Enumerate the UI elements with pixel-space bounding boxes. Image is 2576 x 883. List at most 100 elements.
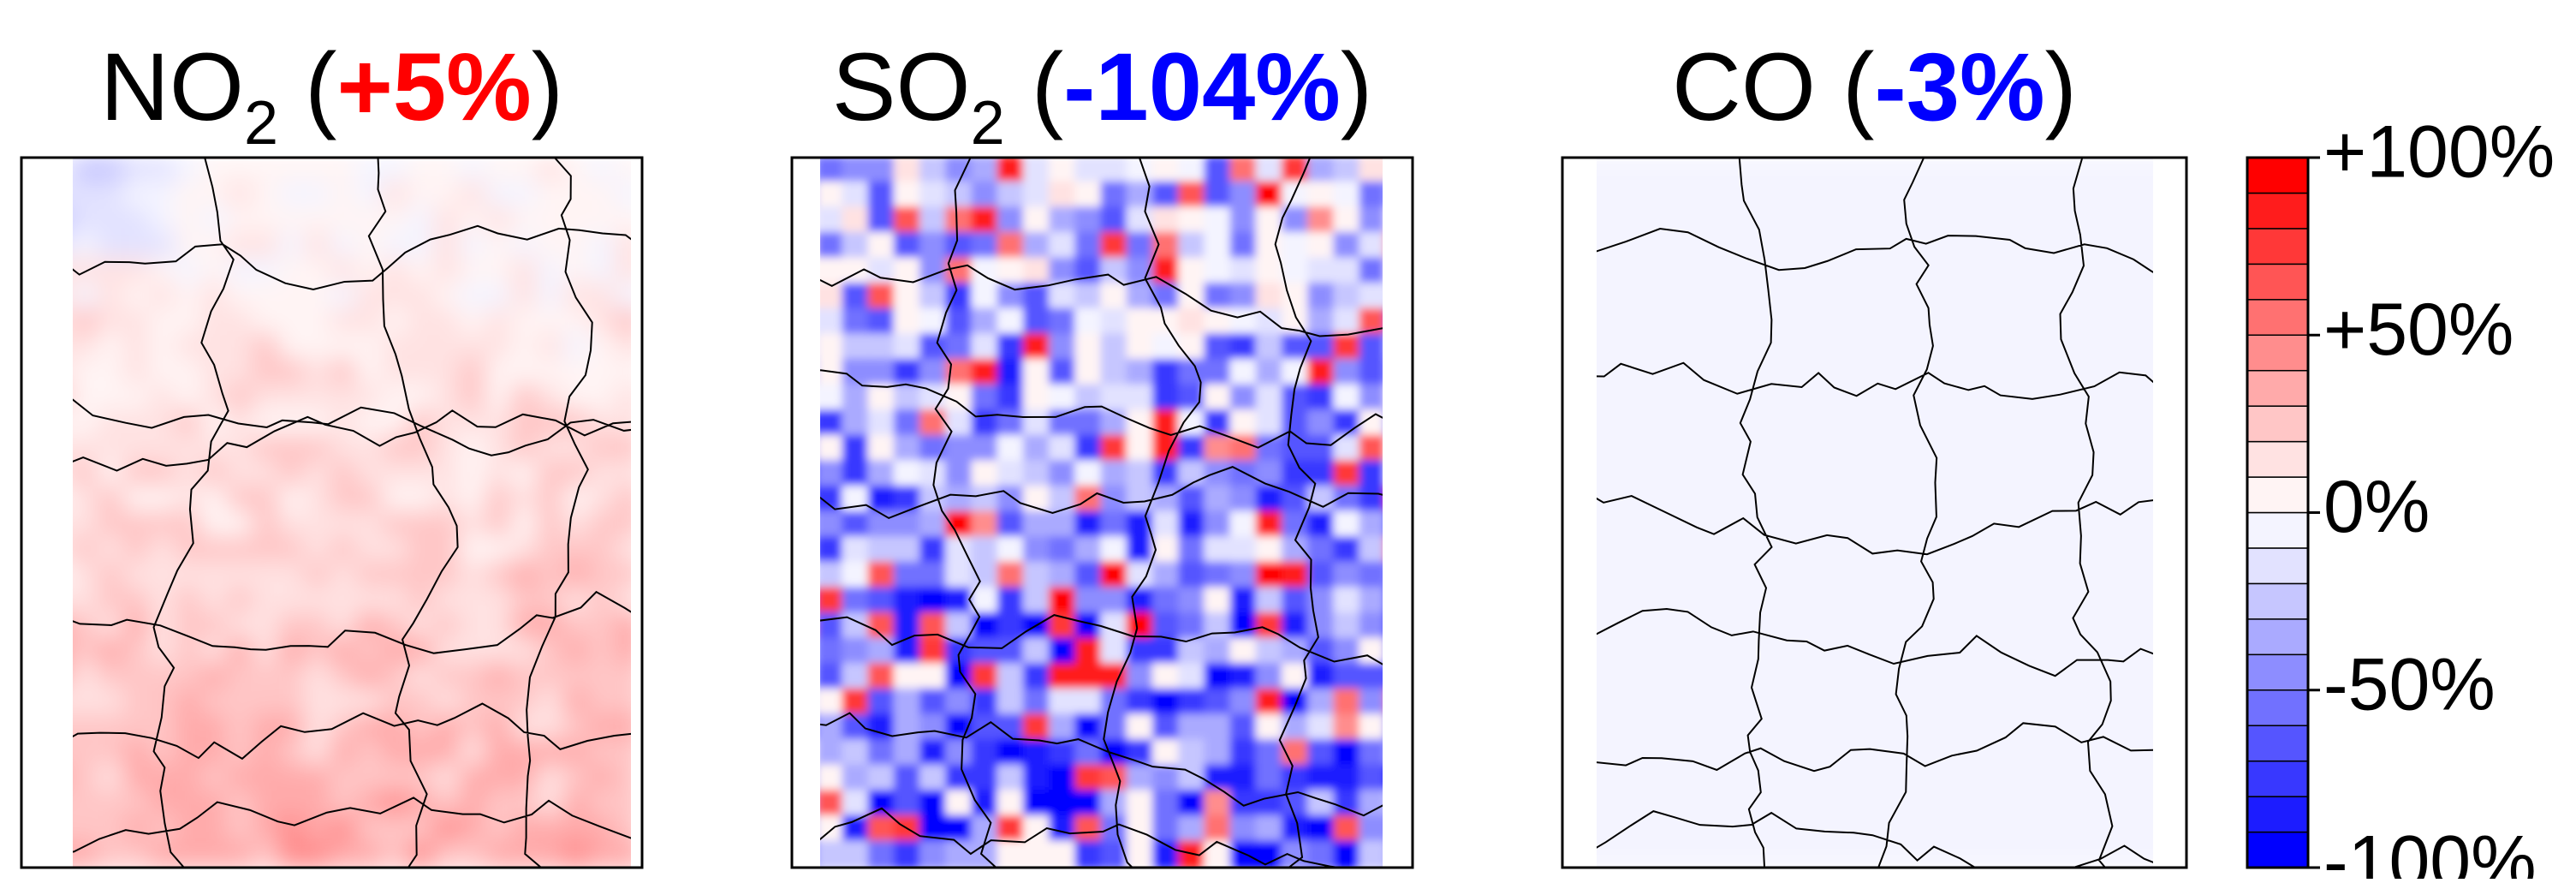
map-cell bbox=[1074, 510, 1104, 540]
map-cell bbox=[252, 283, 283, 312]
map-cell bbox=[2106, 561, 2137, 591]
map-cell bbox=[2028, 434, 2059, 464]
map-cell bbox=[919, 587, 949, 616]
map-cell bbox=[433, 206, 463, 236]
map-cell bbox=[1151, 814, 1182, 844]
map-cell bbox=[1385, 536, 1414, 565]
map-cell bbox=[1716, 738, 1746, 768]
map-cell bbox=[971, 307, 1001, 337]
map-cell bbox=[2133, 688, 2153, 718]
map-cell bbox=[1716, 587, 1746, 616]
map-cell bbox=[1561, 308, 1590, 337]
map-cell bbox=[2028, 358, 2059, 388]
map-cell bbox=[1229, 460, 1259, 489]
map-cell bbox=[1925, 257, 1954, 287]
map-cell bbox=[537, 713, 567, 743]
map-cell bbox=[971, 510, 1001, 540]
map-cell bbox=[330, 738, 360, 768]
map-cell bbox=[614, 536, 631, 565]
map-cell bbox=[1847, 738, 1877, 768]
map-cell bbox=[1925, 283, 1954, 312]
map-cell bbox=[355, 587, 385, 616]
map-cell bbox=[1664, 460, 1694, 489]
map-cell bbox=[1385, 257, 1414, 286]
map-cell bbox=[971, 485, 1001, 515]
map-cell bbox=[537, 790, 567, 819]
map-field bbox=[73, 158, 631, 868]
colorbar-segment bbox=[2246, 299, 2309, 336]
map-cell bbox=[2106, 536, 2137, 565]
map-cell bbox=[1100, 181, 1130, 211]
map-cell bbox=[1769, 485, 1799, 515]
map-cell bbox=[1925, 663, 1954, 692]
map-cell bbox=[842, 206, 872, 236]
map-cell bbox=[226, 158, 256, 185]
map-cell bbox=[1639, 307, 1669, 337]
map-cell bbox=[614, 738, 631, 768]
map-cell bbox=[1049, 587, 1079, 616]
map-cell bbox=[381, 612, 412, 641]
map-cell bbox=[175, 510, 205, 540]
map-cell bbox=[2002, 764, 2032, 794]
map-cell bbox=[1126, 434, 1156, 464]
map-cell bbox=[1925, 460, 1954, 489]
map-cell bbox=[2106, 764, 2137, 794]
map-cell bbox=[304, 333, 334, 362]
map-cell bbox=[1769, 257, 1799, 287]
map-cell bbox=[226, 307, 256, 337]
map-cell bbox=[537, 688, 567, 718]
map-cell bbox=[1074, 764, 1104, 794]
map-cell bbox=[1100, 409, 1130, 439]
map-cell bbox=[97, 358, 127, 388]
map-cell bbox=[2159, 815, 2188, 844]
map-cell bbox=[200, 814, 230, 844]
map-cell bbox=[893, 333, 924, 362]
map-cell bbox=[893, 409, 924, 439]
map-cell bbox=[1307, 434, 1337, 464]
map-cell bbox=[1385, 790, 1414, 819]
map-cell bbox=[945, 434, 975, 464]
map-cell bbox=[1074, 536, 1104, 565]
map-cell bbox=[1977, 307, 2007, 337]
map-cell bbox=[1255, 637, 1285, 667]
map-cell bbox=[971, 333, 1001, 362]
map-cell bbox=[278, 790, 308, 819]
map-cell bbox=[1229, 840, 1259, 868]
map-cell bbox=[842, 460, 872, 489]
map-cell bbox=[867, 231, 897, 261]
map-cell bbox=[1639, 409, 1669, 439]
map-cell bbox=[510, 764, 541, 794]
map-cell bbox=[2159, 333, 2188, 362]
map-cell bbox=[2055, 738, 2085, 768]
map-cell bbox=[355, 612, 385, 641]
map-cell bbox=[1769, 688, 1799, 718]
map-cell bbox=[510, 384, 541, 414]
map-cell bbox=[919, 358, 949, 388]
map-cell bbox=[278, 510, 308, 540]
map-cell bbox=[1769, 840, 1799, 868]
map-cell bbox=[1385, 486, 1414, 515]
map-cell bbox=[1204, 536, 1234, 565]
map-cell bbox=[1333, 814, 1363, 844]
map-cell bbox=[304, 231, 334, 261]
title-open: ( bbox=[1816, 33, 1874, 140]
map-cell bbox=[1597, 231, 1616, 261]
map-cell bbox=[1022, 561, 1053, 591]
map-cell bbox=[252, 307, 283, 337]
map-cell bbox=[1847, 840, 1877, 868]
map-cell bbox=[537, 536, 567, 565]
map-cell bbox=[1229, 612, 1259, 641]
map-cell bbox=[226, 587, 256, 616]
map-cell bbox=[355, 561, 385, 591]
map-cell bbox=[175, 333, 205, 362]
map-cell bbox=[408, 814, 437, 844]
map-cell bbox=[122, 333, 153, 362]
map-cell bbox=[1898, 814, 1929, 844]
map-cell bbox=[1820, 358, 1851, 388]
map-cell bbox=[2106, 738, 2137, 768]
map-cell bbox=[2028, 713, 2059, 743]
map-cell bbox=[175, 840, 205, 868]
map-cell bbox=[1769, 283, 1799, 312]
map-cell bbox=[1333, 587, 1363, 616]
